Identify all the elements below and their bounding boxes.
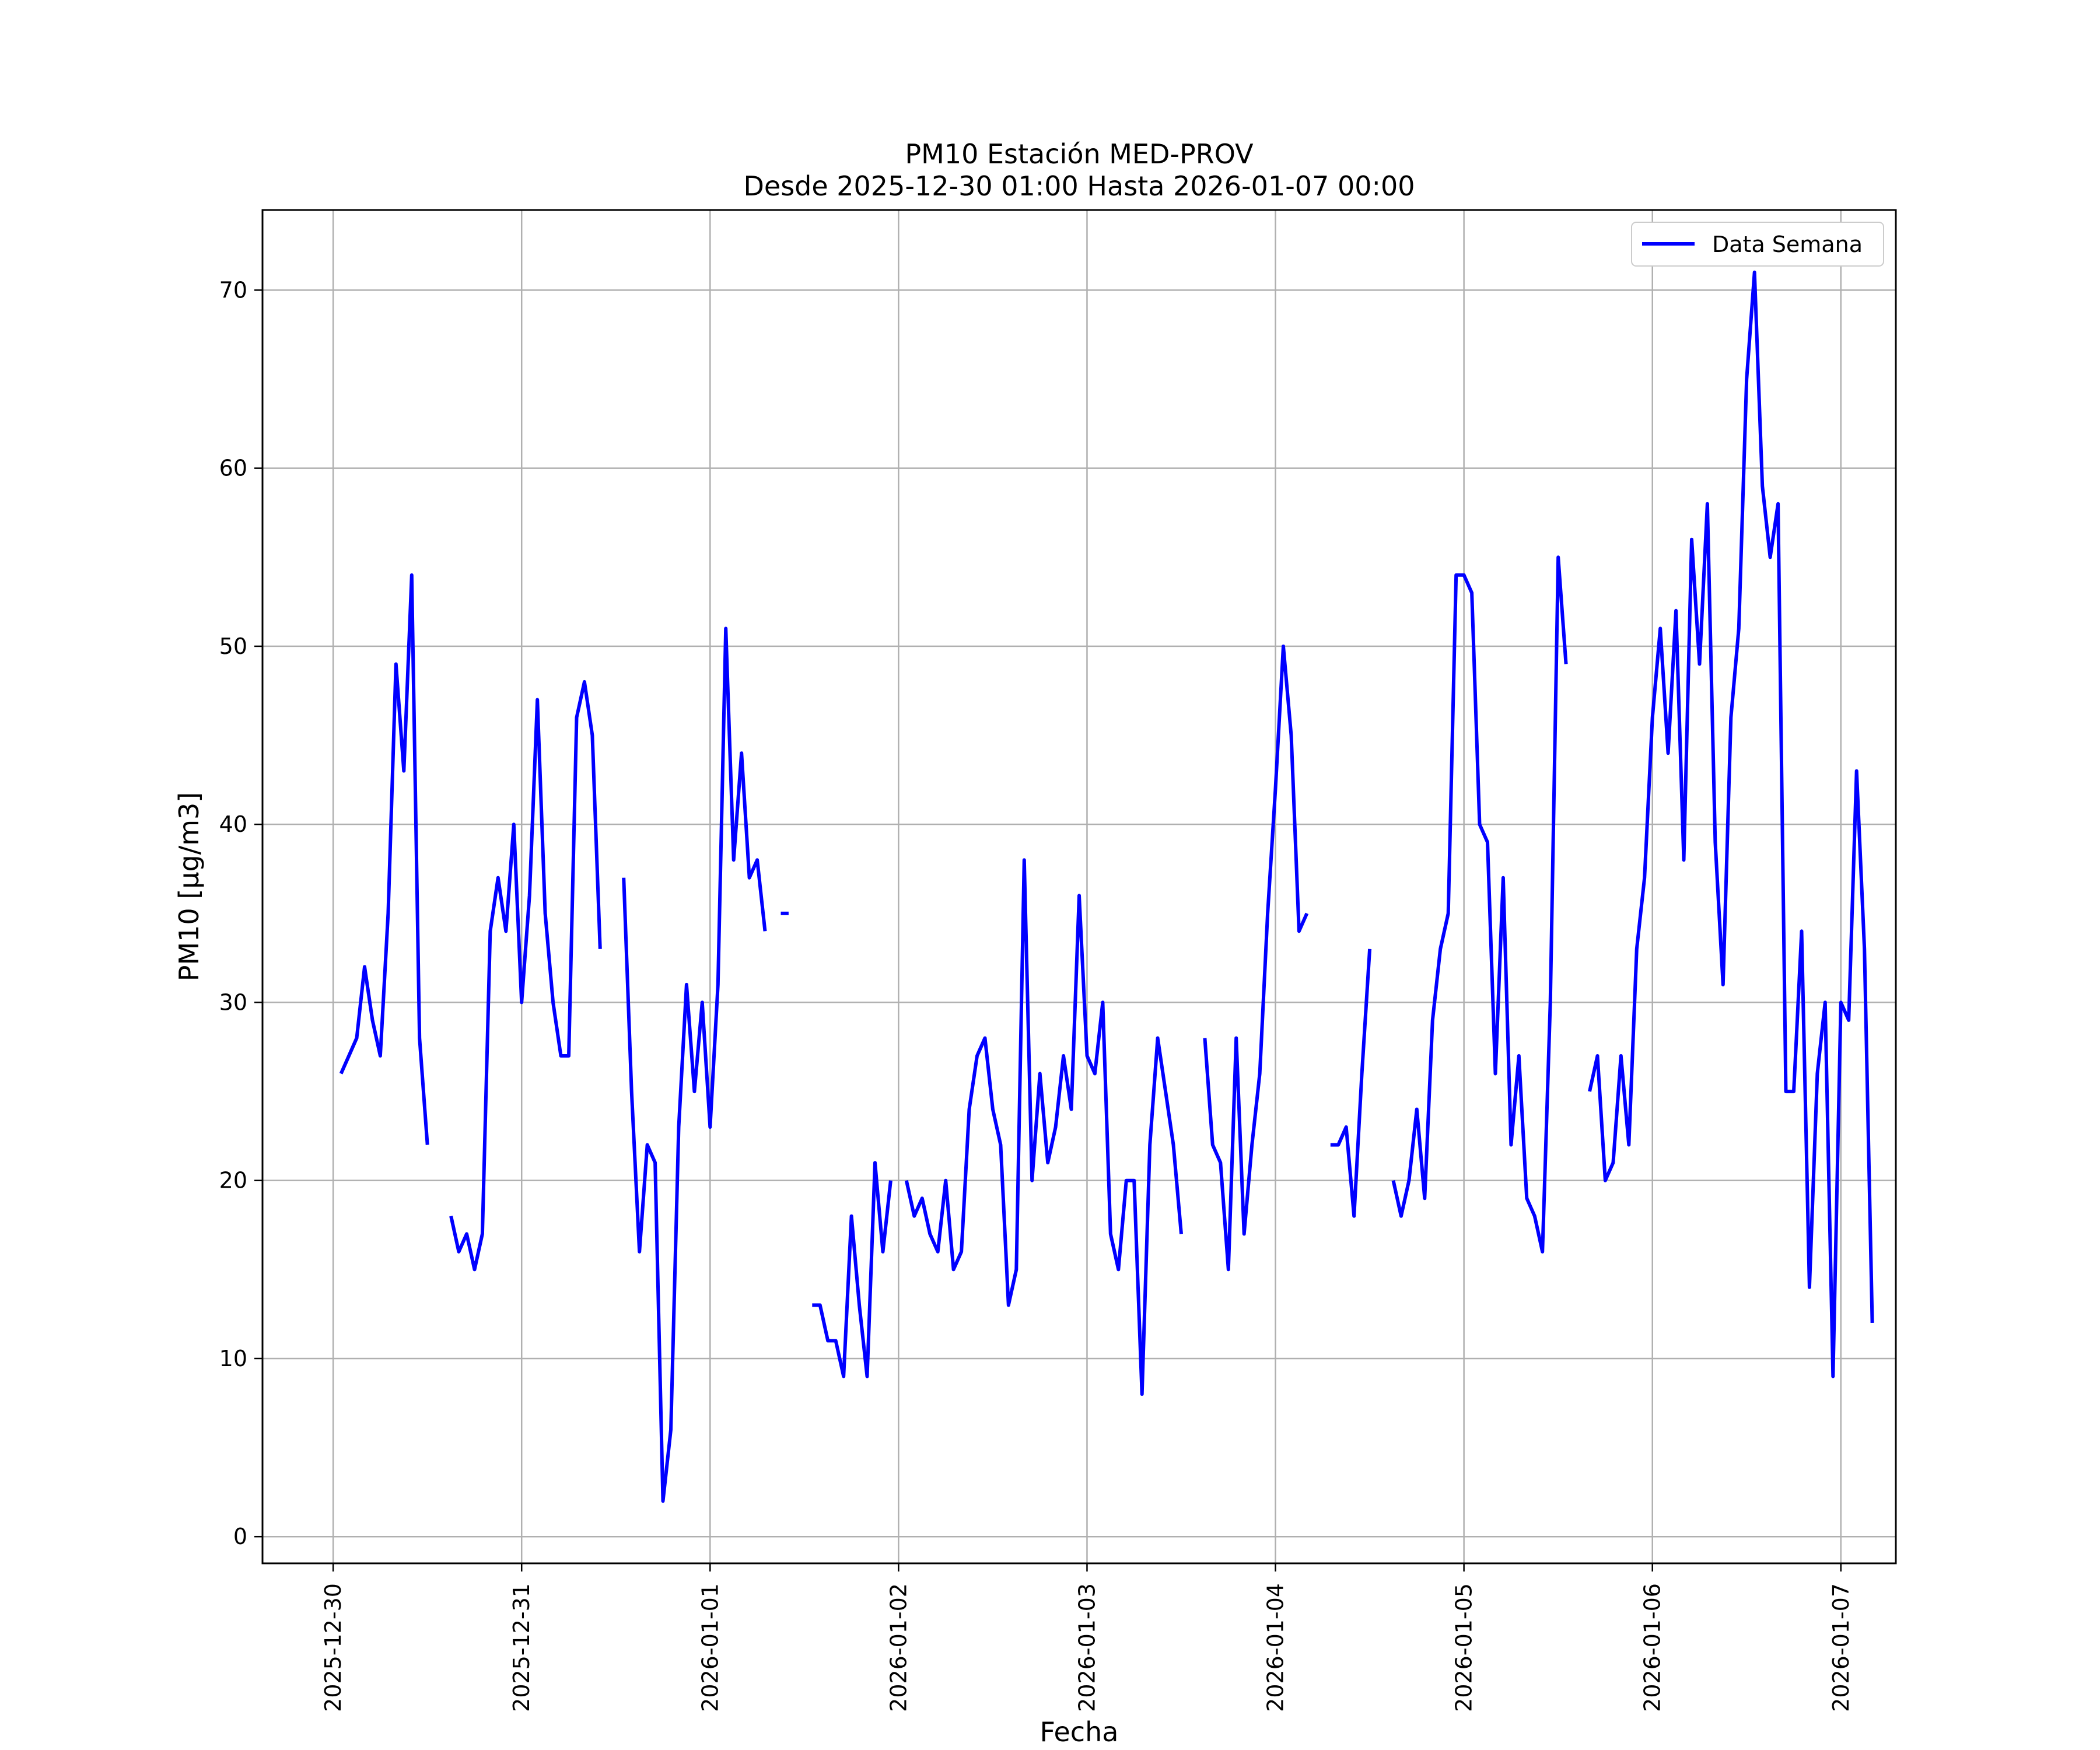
series-line-segment	[1330, 949, 1372, 1218]
x-tick-label: 2026-01-04	[1263, 1583, 1289, 1712]
series-line-segment	[1391, 555, 1568, 1254]
y-tick-label: 10	[219, 1346, 247, 1371]
grid-lines	[262, 210, 1896, 1563]
y-tick-label: 40	[219, 811, 247, 837]
legend-box	[1631, 222, 1884, 267]
series-line-segment	[1203, 644, 1309, 1272]
y-tick-label: 50	[219, 634, 247, 659]
y-tick-label: 0	[233, 1524, 247, 1549]
series-line-segment	[812, 1161, 892, 1378]
x-axis-label: Fecha	[1040, 1716, 1119, 1748]
x-tick-label: 2026-01-02	[886, 1583, 911, 1712]
y-tick-label: 60	[219, 456, 247, 481]
y-tick-label: 30	[219, 989, 247, 1015]
legend-label: Data Semana	[1712, 232, 1863, 257]
x-axis-ticks: 2025-12-30 2025-12-31 2026-01-01 2026-01-02…	[320, 1563, 1854, 1712]
x-tick-label: 2026-01-01	[697, 1583, 723, 1712]
y-axis-ticks: 0 10 20 30 40 50 60 70	[219, 277, 262, 1549]
y-axis-label: PM10 [μg/m3]	[173, 792, 205, 982]
y-tick-label: 70	[219, 277, 247, 303]
legend: Data Semana	[1631, 222, 1884, 267]
series-line-segment	[1588, 270, 1874, 1378]
series-line-segment	[904, 858, 1183, 1396]
plot-frame	[261, 209, 1897, 1564]
series-line-segment	[622, 626, 767, 1503]
x-tick-label: 2026-01-03	[1074, 1583, 1100, 1712]
chart-title: PM10 Estación MED-PROV	[905, 138, 1254, 170]
x-tick-label: 2026-01-05	[1451, 1583, 1477, 1712]
x-tick-label: 2025-12-30	[320, 1583, 346, 1712]
chart-subtitle: Desde 2025-12-30 01:00 Hasta 2026-01-07 …	[743, 170, 1415, 202]
series-line-segment	[449, 680, 602, 1272]
x-tick-label: 2026-01-06	[1640, 1583, 1665, 1712]
series-line-segment	[339, 573, 429, 1145]
y-tick-label: 20	[219, 1168, 247, 1194]
x-tick-label: 2025-12-31	[509, 1583, 534, 1712]
series-lines	[339, 270, 1874, 1503]
x-tick-label: 2026-01-07	[1828, 1583, 1854, 1712]
